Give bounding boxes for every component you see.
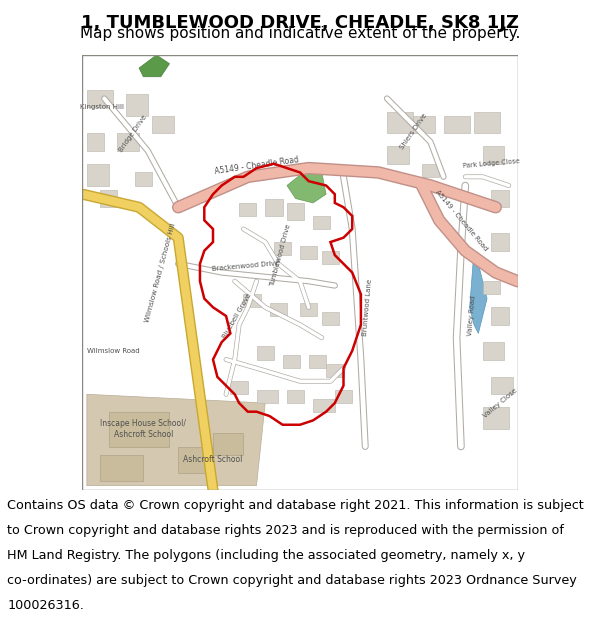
Bar	[322, 251, 339, 264]
Text: to Crown copyright and database rights 2023 and is reproduced with the permissio: to Crown copyright and database rights 2…	[7, 524, 564, 538]
Bar	[244, 294, 261, 308]
Bar	[283, 355, 300, 368]
Bar	[109, 412, 169, 446]
Text: A5149 - Cheadle Road: A5149 - Cheadle Road	[434, 189, 488, 252]
Bar	[213, 434, 244, 455]
Text: A5149 - Cheadle Road: A5149 - Cheadle Road	[214, 156, 299, 176]
Bar	[117, 133, 139, 151]
Bar	[309, 355, 326, 368]
Bar	[300, 303, 317, 316]
Polygon shape	[139, 55, 169, 77]
Bar	[491, 190, 509, 208]
Bar	[134, 173, 152, 186]
Bar	[326, 364, 344, 377]
Bar	[443, 116, 470, 133]
Text: Bluebell Grove: Bluebell Grove	[221, 292, 253, 339]
Text: Map shows position and indicative extent of the property.: Map shows position and indicative extent…	[80, 26, 520, 41]
Bar	[300, 246, 317, 259]
Text: Inscape House School/
Ashcroft School: Inscape House School/ Ashcroft School	[100, 419, 187, 439]
Bar	[483, 281, 500, 294]
Bar	[87, 133, 104, 151]
Bar	[387, 111, 413, 133]
Text: Ashcroft School: Ashcroft School	[184, 455, 242, 464]
Text: Bridge Drive: Bridge Drive	[118, 114, 148, 152]
Bar	[491, 233, 509, 251]
Bar	[257, 390, 278, 403]
Bar	[483, 342, 505, 359]
Bar	[178, 446, 213, 472]
Text: Tumblewood Drive: Tumblewood Drive	[269, 223, 292, 287]
Text: Valley Close: Valley Close	[482, 388, 518, 419]
Bar	[491, 377, 513, 394]
Bar	[126, 94, 148, 116]
Bar	[474, 111, 500, 133]
Bar	[239, 203, 256, 216]
Bar	[335, 390, 352, 403]
Bar	[274, 242, 291, 255]
Bar	[483, 408, 509, 429]
Polygon shape	[470, 251, 487, 333]
Text: Park Lodge Close: Park Lodge Close	[463, 158, 520, 169]
Bar	[387, 146, 409, 164]
Bar	[87, 90, 113, 108]
Bar	[413, 116, 435, 133]
Bar	[422, 164, 439, 177]
Text: 1, TUMBLEWOOD DRIVE, CHEADLE, SK8 1JZ: 1, TUMBLEWOOD DRIVE, CHEADLE, SK8 1JZ	[81, 14, 519, 32]
Text: Contains OS data © Crown copyright and database right 2021. This information is : Contains OS data © Crown copyright and d…	[7, 499, 584, 512]
Bar	[100, 190, 117, 208]
Text: HM Land Registry. The polygons (including the associated geometry, namely x, y: HM Land Registry. The polygons (includin…	[7, 549, 525, 562]
Text: Brackenwood Drive: Brackenwood Drive	[212, 260, 280, 272]
Text: Kingston Hill: Kingston Hill	[80, 104, 124, 110]
Bar	[313, 399, 335, 412]
Text: Bruntwood Lane: Bruntwood Lane	[362, 279, 373, 336]
Bar	[287, 390, 304, 403]
Text: co-ordinates) are subject to Crown copyright and database rights 2023 Ordnance S: co-ordinates) are subject to Crown copyr…	[7, 574, 577, 588]
Text: Valley Road: Valley Road	[467, 296, 476, 336]
Polygon shape	[87, 394, 265, 486]
Bar	[257, 346, 274, 359]
Bar	[87, 164, 109, 186]
Bar	[491, 308, 509, 325]
Polygon shape	[287, 168, 326, 203]
Text: Wilmslow Road: Wilmslow Road	[86, 348, 139, 354]
Bar	[152, 116, 174, 133]
Bar	[269, 303, 287, 316]
Bar	[265, 199, 283, 216]
Text: Wilmslow Road / Schools Hill: Wilmslow Road / Schools Hill	[145, 222, 177, 323]
Bar	[322, 312, 339, 325]
Text: Shiers Drive: Shiers Drive	[400, 112, 428, 150]
Bar	[287, 203, 304, 220]
Bar	[230, 381, 248, 394]
Bar	[100, 455, 143, 481]
Text: 100026316.: 100026316.	[7, 599, 84, 612]
Bar	[313, 216, 331, 229]
Bar	[483, 146, 505, 164]
